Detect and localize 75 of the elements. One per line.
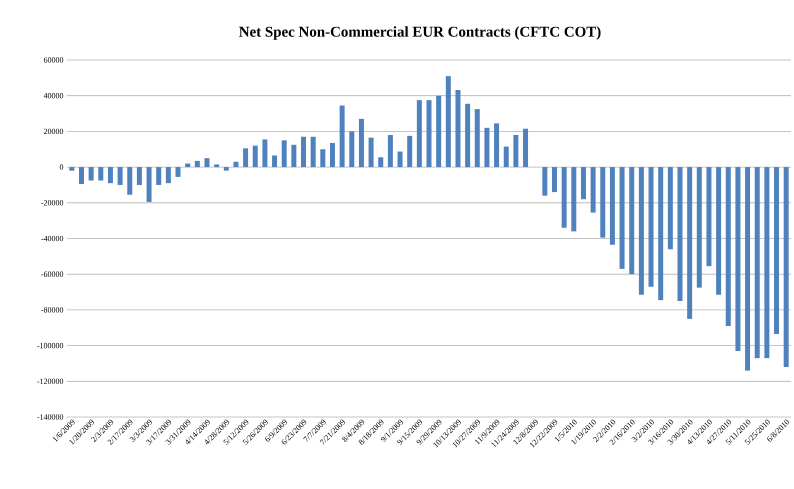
bar — [368, 138, 374, 168]
bar — [340, 106, 345, 168]
bar — [716, 167, 722, 295]
bar — [658, 167, 664, 300]
bar — [523, 128, 528, 168]
bar — [349, 131, 354, 168]
bar — [98, 167, 104, 180]
bar — [358, 118, 364, 168]
bar — [330, 143, 335, 168]
bar — [696, 167, 702, 288]
bar — [610, 167, 615, 245]
bar — [784, 167, 789, 368]
chart-title: Net Spec Non-Commercial EUR Contracts (CFTC COT) — [239, 26, 601, 40]
bar — [388, 134, 393, 168]
bar — [590, 167, 596, 213]
bar — [774, 167, 780, 334]
bar — [764, 167, 770, 358]
bar — [638, 167, 644, 295]
bar — [552, 167, 557, 192]
bar — [204, 158, 210, 168]
bar — [465, 104, 470, 168]
bar — [291, 144, 296, 168]
bar — [562, 167, 567, 228]
bar — [194, 160, 200, 168]
bar — [474, 109, 480, 168]
bar — [185, 164, 190, 168]
bar — [320, 149, 326, 168]
bar — [69, 167, 74, 171]
bar — [272, 155, 278, 168]
bar — [706, 167, 712, 266]
bar — [620, 167, 625, 269]
bar — [407, 136, 412, 168]
bar — [214, 164, 220, 168]
bar — [262, 139, 268, 168]
bar — [580, 167, 586, 200]
bar — [224, 167, 229, 171]
bar — [252, 146, 258, 168]
bar — [600, 167, 606, 238]
bar — [687, 167, 692, 319]
bar — [629, 167, 634, 274]
bar — [668, 167, 673, 250]
bar — [726, 167, 731, 326]
bar — [310, 136, 316, 168]
bar — [301, 136, 306, 168]
bar — [745, 167, 750, 371]
bar — [484, 128, 490, 168]
bar — [156, 167, 162, 185]
bar — [88, 167, 94, 180]
bar — [513, 134, 518, 168]
bar — [571, 167, 576, 232]
bar — [455, 90, 460, 168]
bar — [243, 148, 248, 168]
bar — [494, 123, 500, 168]
bar — [118, 167, 123, 185]
bar — [426, 100, 432, 168]
bar — [233, 162, 238, 168]
bar — [677, 167, 682, 301]
bar — [398, 152, 403, 168]
bar — [542, 167, 548, 196]
bar — [108, 167, 113, 184]
bar — [282, 140, 287, 168]
bar — [504, 146, 509, 168]
bar — [648, 167, 654, 287]
bar — [436, 96, 442, 168]
bar — [146, 167, 152, 202]
bar — [136, 167, 142, 185]
bar — [446, 76, 451, 168]
bar — [176, 167, 181, 177]
bar — [378, 157, 384, 168]
bar — [127, 167, 132, 195]
bar — [416, 100, 422, 168]
bar — [166, 167, 171, 184]
bar — [78, 167, 84, 184]
bar — [754, 167, 760, 358]
bar — [735, 167, 740, 351]
